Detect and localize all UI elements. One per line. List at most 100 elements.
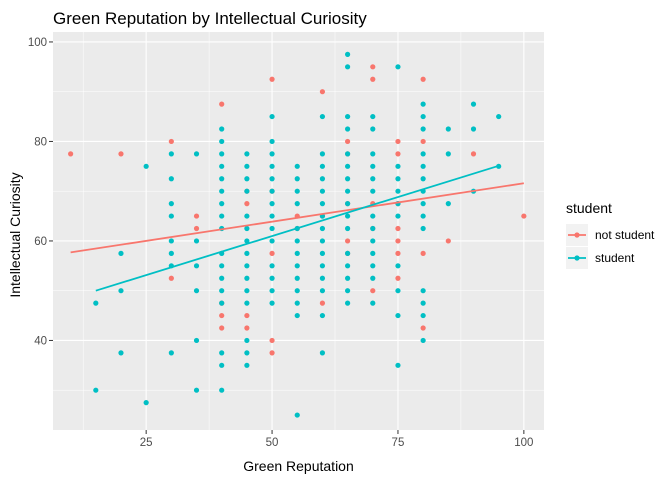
data-point-student xyxy=(345,126,351,132)
data-point-student xyxy=(345,225,351,232)
data-point-student xyxy=(395,176,401,182)
data-point-student xyxy=(269,275,275,281)
data-point-student xyxy=(319,312,326,319)
data-point-student xyxy=(395,263,401,269)
data-point-student xyxy=(420,176,426,182)
data-point-student xyxy=(345,113,351,120)
data-point-student xyxy=(193,263,200,269)
data-point-student xyxy=(496,113,502,120)
data-point-student xyxy=(370,176,376,182)
data-point-student xyxy=(269,300,275,306)
data-point-student xyxy=(345,51,351,57)
data-point-not-student xyxy=(345,238,351,244)
data-point-student xyxy=(420,101,426,107)
data-point-student xyxy=(269,213,275,219)
data-point-student xyxy=(420,300,426,306)
data-point-not-student xyxy=(319,89,326,95)
data-point-not-student xyxy=(319,300,326,306)
data-point-not-student xyxy=(420,138,426,145)
data-point-student xyxy=(168,213,174,219)
data-point-student xyxy=(244,238,250,244)
x-axis: 25 50 75 100 xyxy=(140,430,533,449)
data-point-student xyxy=(420,126,426,132)
data-point-student xyxy=(345,288,351,294)
data-point-student xyxy=(345,263,351,269)
data-point-student xyxy=(395,312,401,319)
data-point-not-student xyxy=(521,213,527,219)
data-point-student xyxy=(445,151,451,157)
data-point-student xyxy=(345,176,351,182)
data-point-student xyxy=(294,250,300,256)
data-point-student xyxy=(193,151,200,157)
data-point-student xyxy=(345,201,351,207)
y-tick-label: 80 xyxy=(34,136,47,148)
data-point-student xyxy=(420,201,426,207)
legend: student not student student xyxy=(566,200,655,269)
data-point-student xyxy=(193,288,200,294)
data-point-student xyxy=(244,350,250,356)
data-point-student xyxy=(294,312,300,319)
data-point-not-student xyxy=(269,76,275,82)
data-point-student xyxy=(269,225,275,232)
data-point-student xyxy=(370,126,376,132)
data-point-student xyxy=(269,163,275,169)
data-point-not-student xyxy=(395,275,401,281)
data-point-not-student xyxy=(445,238,451,244)
data-point-student xyxy=(219,213,225,219)
data-point-student xyxy=(470,101,477,107)
data-point-student xyxy=(294,163,300,169)
data-point-student xyxy=(445,201,451,207)
data-point-student xyxy=(395,288,401,294)
data-point-student xyxy=(193,337,200,344)
data-point-student xyxy=(244,263,250,269)
data-point-not-student xyxy=(470,151,477,157)
data-point-student xyxy=(370,225,376,232)
data-point-student xyxy=(370,113,376,120)
data-point-not-student xyxy=(168,138,174,145)
data-point-student xyxy=(219,163,225,169)
data-point-student xyxy=(370,213,376,219)
data-point-not-student xyxy=(345,138,351,145)
data-point-not-student xyxy=(395,225,401,232)
data-point-student xyxy=(219,275,225,281)
data-point-student xyxy=(269,176,275,182)
data-point-student xyxy=(370,188,376,194)
data-point-not-student xyxy=(244,201,250,207)
data-point-student xyxy=(420,213,426,219)
data-point-student xyxy=(370,300,376,306)
y-axis: 40 60 80 100 xyxy=(28,37,53,347)
data-point-student xyxy=(420,163,426,169)
data-point-student xyxy=(219,201,225,207)
data-point-student xyxy=(420,225,426,232)
data-point-student xyxy=(244,300,250,306)
legend-label: student xyxy=(595,251,635,265)
data-point-student xyxy=(294,201,300,207)
data-point-student xyxy=(143,163,149,169)
data-point-student xyxy=(345,188,351,194)
data-point-student xyxy=(345,213,351,219)
data-point-not-student xyxy=(395,138,401,145)
data-point-student xyxy=(319,176,326,182)
data-point-student xyxy=(269,151,275,157)
x-tick-label: 25 xyxy=(140,437,153,449)
legend-key-point xyxy=(574,255,580,261)
data-point-not-student xyxy=(370,288,376,294)
data-point-not-student xyxy=(219,312,225,319)
data-point-student xyxy=(395,213,401,219)
data-point-not-student xyxy=(395,238,401,244)
data-point-student xyxy=(244,151,250,157)
data-point-student xyxy=(370,250,376,256)
data-point-student xyxy=(345,163,351,169)
data-point-not-student xyxy=(269,250,275,256)
data-point-not-student xyxy=(269,337,275,344)
data-point-student xyxy=(395,163,401,169)
data-point-student xyxy=(244,163,250,169)
data-point-student xyxy=(319,238,326,244)
data-point-not-student xyxy=(118,151,124,157)
data-point-student xyxy=(244,213,250,219)
data-point-student xyxy=(345,64,351,70)
chart-title: Green Reputation by Intellectual Curiosi… xyxy=(53,9,367,28)
data-point-student xyxy=(269,138,275,145)
data-point-student xyxy=(395,188,401,194)
data-point-student xyxy=(269,113,275,120)
